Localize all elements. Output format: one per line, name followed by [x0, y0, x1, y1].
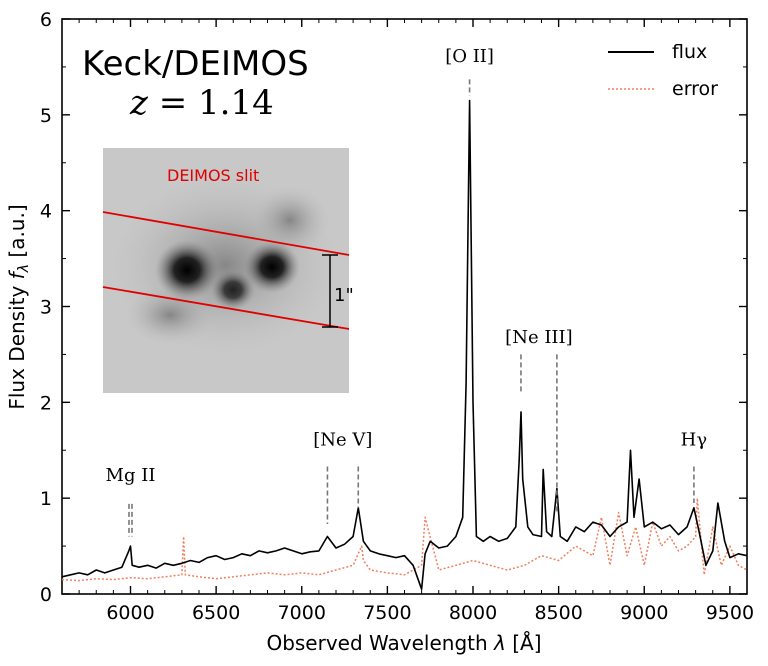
y-tick-label: 5 — [40, 105, 52, 127]
aperture-label: 1" — [334, 285, 354, 306]
legend-error-label: error — [672, 78, 718, 100]
x-axis-label: Observed Wavelength λ [Å] — [266, 631, 541, 655]
series-flux-line — [61, 99, 748, 591]
y-tick-label: 0 — [40, 584, 52, 606]
series-layer — [61, 99, 748, 591]
x-tick-label: 9500 — [706, 602, 754, 624]
nucleus-left — [155, 240, 219, 300]
nucleus-right — [244, 241, 300, 293]
galaxy-tidal-arm — [250, 185, 330, 255]
redshift-label: z = 1.14 — [129, 83, 274, 123]
x-tick-label: 8000 — [449, 602, 497, 624]
y-tick-label: 3 — [40, 297, 52, 319]
emission-line-label: [Ne III] — [505, 327, 573, 348]
x-tick-label: 7500 — [363, 602, 411, 624]
legend: flux error — [608, 41, 718, 100]
instrument-title: Keck/DEIMOS — [82, 44, 309, 84]
legend-flux-label: flux — [672, 41, 707, 63]
slit-label: DEIMOS slit — [167, 166, 259, 185]
emission-line-label: Hγ — [681, 429, 707, 450]
y-tick-label: 1 — [40, 488, 52, 510]
y-axis-ticks: 0 1 2 3 4 5 6 — [40, 9, 747, 606]
inset-image: DEIMOS slit 1" — [102, 148, 354, 393]
y-tick-label: 4 — [40, 201, 52, 223]
y-tick-label: 6 — [40, 9, 52, 31]
x-tick-label: 7000 — [278, 602, 326, 624]
emission-line-label: [Ne V] — [313, 429, 372, 450]
slit-edge-bottom — [102, 286, 350, 330]
emission-line-label: Mg II — [106, 465, 156, 486]
series-error-line — [61, 497, 748, 582]
slit-edge-top — [102, 211, 350, 256]
x-tick-label: 8500 — [534, 602, 582, 624]
emission-line-label: [O II] — [445, 46, 494, 67]
x-tick-label: 6500 — [192, 602, 240, 624]
galaxy-center — [211, 270, 255, 310]
y-axis-label: Flux Density fλ [a.u.] — [5, 204, 32, 409]
emission-line-markers: Mg II [Ne V] [O II] [Ne III] Hγ — [106, 46, 707, 537]
galaxy-lower-lobe — [125, 285, 215, 345]
x-tick-label: 6000 — [106, 602, 154, 624]
x-tick-label: 9000 — [620, 602, 668, 624]
y-tick-label: 2 — [40, 392, 52, 414]
x-axis-ticks: 6000 6500 7000 7500 8000 8500 9000 9500 — [61, 19, 754, 624]
